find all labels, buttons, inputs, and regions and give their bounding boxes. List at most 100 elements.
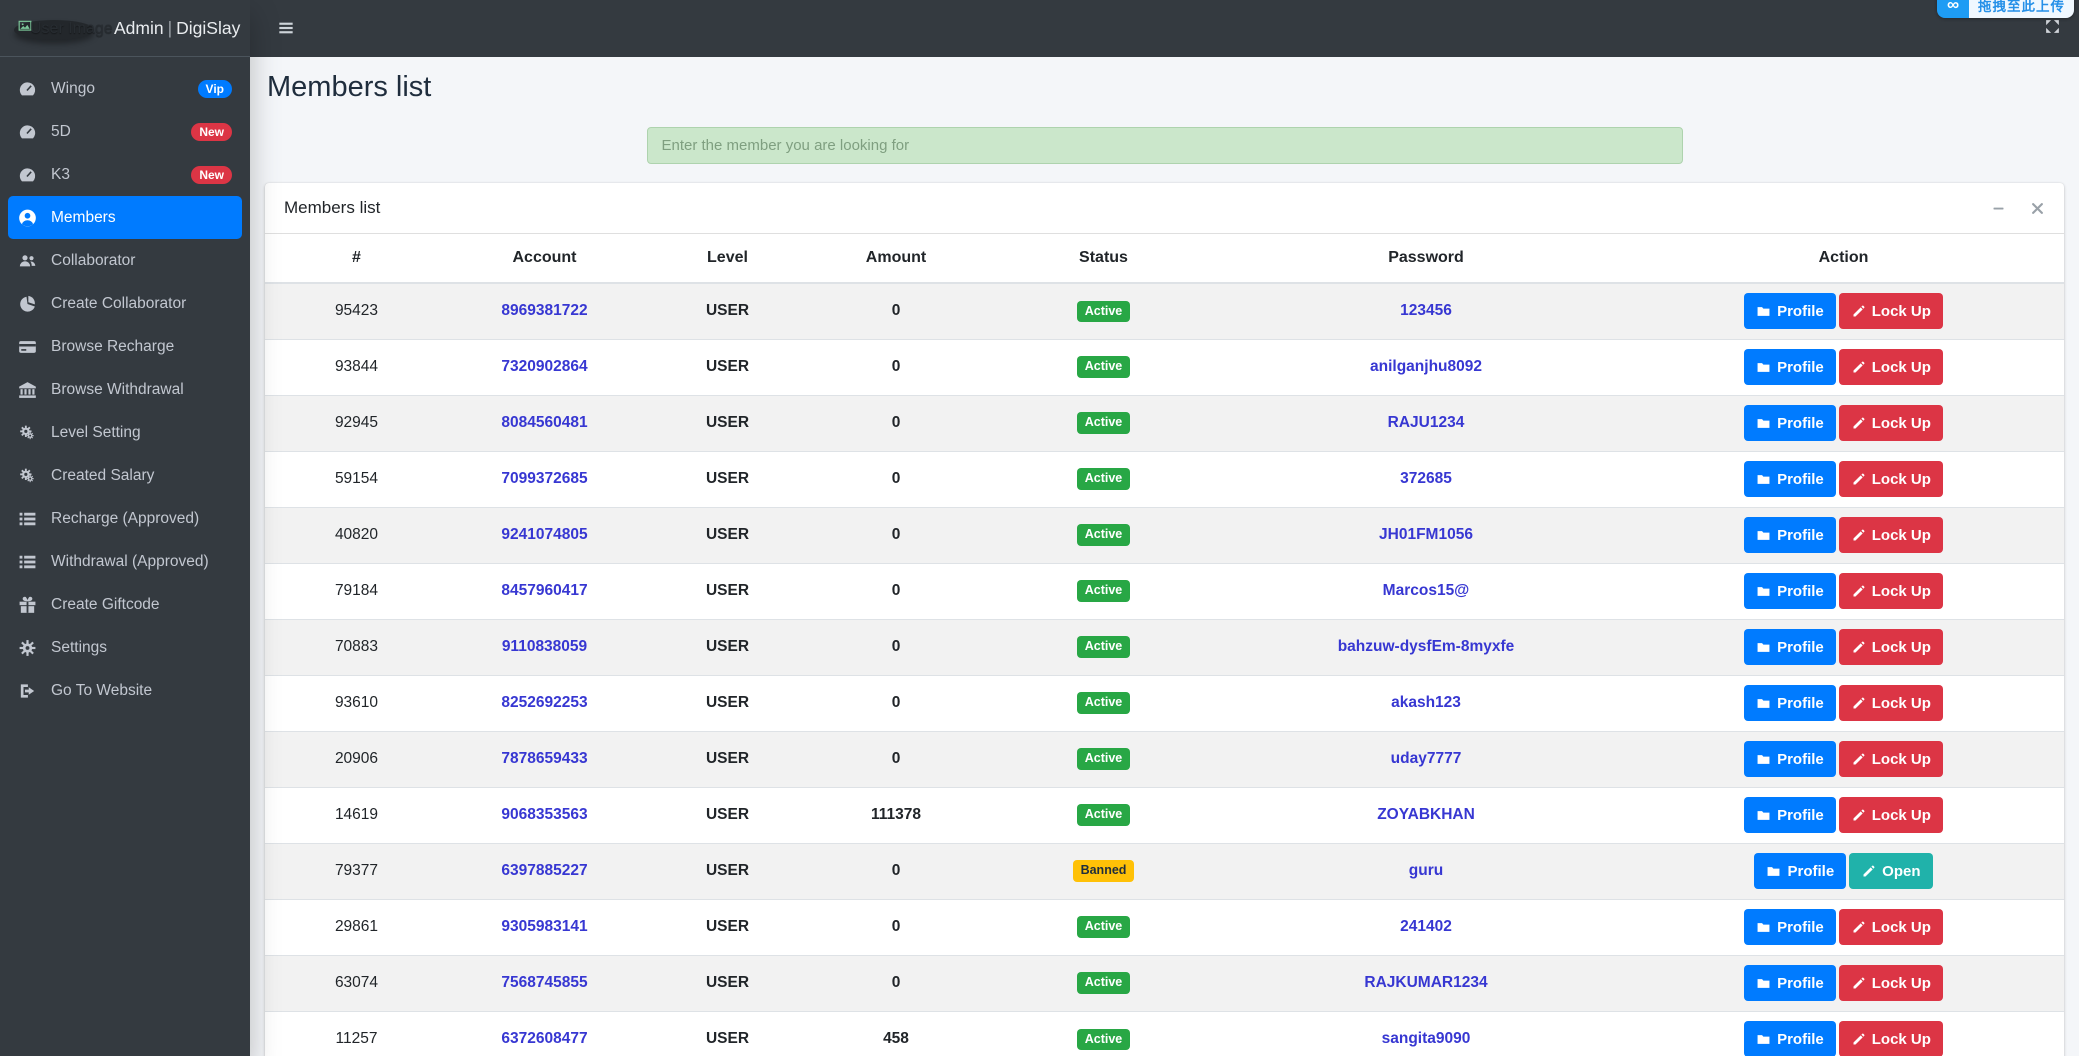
fullscreen-expand-icon[interactable]: [2044, 18, 2061, 35]
minimize-icon[interactable]: [1991, 201, 2006, 216]
member-password-link[interactable]: Marcos15@: [1383, 582, 1470, 599]
member-password-link[interactable]: uday7777: [1391, 750, 1462, 767]
profile-button[interactable]: Profile: [1744, 1021, 1836, 1056]
row-actions: Profile Lock Up: [1631, 797, 2056, 833]
member-account-link[interactable]: 8084560481: [501, 414, 587, 431]
upload-badge-label: 拖拽至此上传: [1969, 0, 2074, 18]
profile-button[interactable]: Profile: [1744, 349, 1836, 385]
profile-button[interactable]: Profile: [1744, 293, 1836, 329]
sidebar-item-browse-recharge[interactable]: Browse Recharge: [8, 325, 242, 368]
column-header: Password: [1229, 234, 1623, 283]
member-level: USER: [641, 619, 814, 675]
member-search-input[interactable]: [647, 127, 1683, 164]
member-password-link[interactable]: guru: [1409, 862, 1443, 879]
sidebar-item-create-collaborator[interactable]: Create Collaborator: [8, 282, 242, 325]
member-password-link[interactable]: 241402: [1400, 918, 1452, 935]
member-account-link[interactable]: 8457960417: [501, 582, 587, 599]
member-account-link[interactable]: 7099372685: [501, 470, 587, 487]
member-account-link[interactable]: 9241074805: [501, 526, 587, 543]
member-password-link[interactable]: sangita9090: [1382, 1030, 1471, 1047]
member-account-link[interactable]: 9110838059: [502, 638, 587, 655]
member-password-link[interactable]: 372685: [1400, 470, 1452, 487]
sidebar-item-settings[interactable]: Settings: [8, 626, 242, 669]
member-password-link[interactable]: 123456: [1400, 302, 1452, 319]
lock-up-button[interactable]: Lock Up: [1839, 685, 1943, 721]
lock-up-button[interactable]: Lock Up: [1839, 965, 1943, 1001]
lock-up-button[interactable]: Lock Up: [1839, 461, 1943, 497]
profile-button[interactable]: Profile: [1744, 685, 1836, 721]
sidebar-item-withdrawal-approved[interactable]: Withdrawal (Approved): [8, 540, 242, 583]
member-password-link[interactable]: anilganjhu8092: [1370, 358, 1482, 375]
close-icon[interactable]: [2030, 201, 2045, 216]
sidebar-item-k3[interactable]: K3 New: [8, 153, 242, 196]
member-account-link[interactable]: 7568745855: [501, 974, 587, 991]
folder-icon: [1756, 584, 1771, 599]
member-account-link[interactable]: 8252692253: [501, 694, 587, 711]
folder-icon: [1756, 696, 1771, 711]
profile-button[interactable]: Profile: [1744, 405, 1836, 441]
lock-up-button[interactable]: Lock Up: [1839, 629, 1943, 665]
member-password-link[interactable]: ZOYABKHAN: [1377, 806, 1475, 823]
lock-up-button[interactable]: Lock Up: [1839, 741, 1943, 777]
sidebar-item-label: Create Giftcode: [51, 596, 232, 614]
lock-up-button[interactable]: Lock Up: [1839, 797, 1943, 833]
profile-button[interactable]: Profile: [1744, 741, 1836, 777]
profile-button[interactable]: Profile: [1744, 629, 1836, 665]
member-account-link[interactable]: 8969381722: [501, 302, 587, 319]
sidebar-item-created-salary[interactable]: Created Salary: [8, 454, 242, 497]
sidebar-item-browse-withdrawal[interactable]: Browse Withdrawal: [8, 368, 242, 411]
sidebar-item-create-giftcode[interactable]: Create Giftcode: [8, 583, 242, 626]
folder-icon: [1766, 864, 1781, 879]
member-password-link[interactable]: akash123: [1391, 694, 1461, 711]
sidebar-item-5d[interactable]: 5D New: [8, 110, 242, 153]
member-amount: 0: [814, 395, 978, 451]
member-password-link[interactable]: RAJKUMAR1234: [1364, 974, 1487, 991]
member-password-link[interactable]: bahzuw-dysfEm-8myxfe: [1338, 638, 1515, 655]
folder-icon: [1756, 1032, 1771, 1047]
open-button[interactable]: Open: [1849, 853, 1932, 889]
profile-button[interactable]: Profile: [1744, 461, 1836, 497]
member-password-link[interactable]: RAJU1234: [1388, 414, 1465, 431]
brand-title: Admin|DigiSlay: [114, 18, 240, 39]
sidebar-item-level-setting[interactable]: Level Setting: [8, 411, 242, 454]
profile-button[interactable]: Profile: [1744, 909, 1836, 945]
lock-up-button[interactable]: Lock Up: [1839, 405, 1943, 441]
profile-button[interactable]: Profile: [1744, 517, 1836, 553]
sidebar-toggle-button[interactable]: [268, 14, 304, 44]
member-level: USER: [641, 1011, 814, 1056]
member-password-link[interactable]: JH01FM1056: [1379, 526, 1473, 543]
profile-button[interactable]: Profile: [1744, 797, 1836, 833]
member-id: 93610: [265, 675, 448, 731]
member-account-link[interactable]: 9305983141: [501, 918, 587, 935]
lock-up-button[interactable]: Lock Up: [1839, 293, 1943, 329]
gauge-icon: [17, 122, 38, 142]
member-account-link[interactable]: 7878659433: [501, 750, 587, 767]
table-row: 70883 9110838059 USER 0 Active bahzuw-dy…: [265, 619, 2064, 675]
folder-icon: [1756, 640, 1771, 655]
sidebar-item-collaborator[interactable]: Collaborator: [8, 239, 242, 282]
lock-up-button[interactable]: Lock Up: [1839, 909, 1943, 945]
table-row: 93844 7320902864 USER 0 Active anilganjh…: [265, 339, 2064, 395]
lock-up-button[interactable]: Lock Up: [1839, 573, 1943, 609]
folder-icon: [1756, 304, 1771, 319]
sidebar-item-wingo[interactable]: Wingo Vip: [8, 67, 242, 110]
pencil-icon: [1851, 752, 1866, 767]
lock-up-button[interactable]: Lock Up: [1839, 517, 1943, 553]
member-level: USER: [641, 843, 814, 899]
member-amount: 0: [814, 675, 978, 731]
member-account-link[interactable]: 7320902864: [501, 358, 587, 375]
lock-up-button[interactable]: Lock Up: [1839, 349, 1943, 385]
sidebar-item-go-to-website[interactable]: Go To Website: [8, 669, 242, 712]
member-account-link[interactable]: 6372608477: [501, 1030, 587, 1047]
profile-button[interactable]: Profile: [1744, 573, 1836, 609]
row-actions: Profile Lock Up: [1631, 629, 2056, 665]
sidebar-item-recharge-approved[interactable]: Recharge (Approved): [8, 497, 242, 540]
member-account-link[interactable]: 9068353563: [501, 806, 587, 823]
profile-button[interactable]: Profile: [1754, 853, 1846, 889]
row-actions: Profile Lock Up: [1631, 1021, 2056, 1056]
profile-button[interactable]: Profile: [1744, 965, 1836, 1001]
lock-up-button[interactable]: Lock Up: [1839, 1021, 1943, 1056]
sidebar-item-members[interactable]: Members: [8, 196, 242, 239]
upload-badge[interactable]: ∞ 拖拽至此上传: [1937, 0, 2074, 18]
member-account-link[interactable]: 6397885227: [501, 862, 587, 879]
